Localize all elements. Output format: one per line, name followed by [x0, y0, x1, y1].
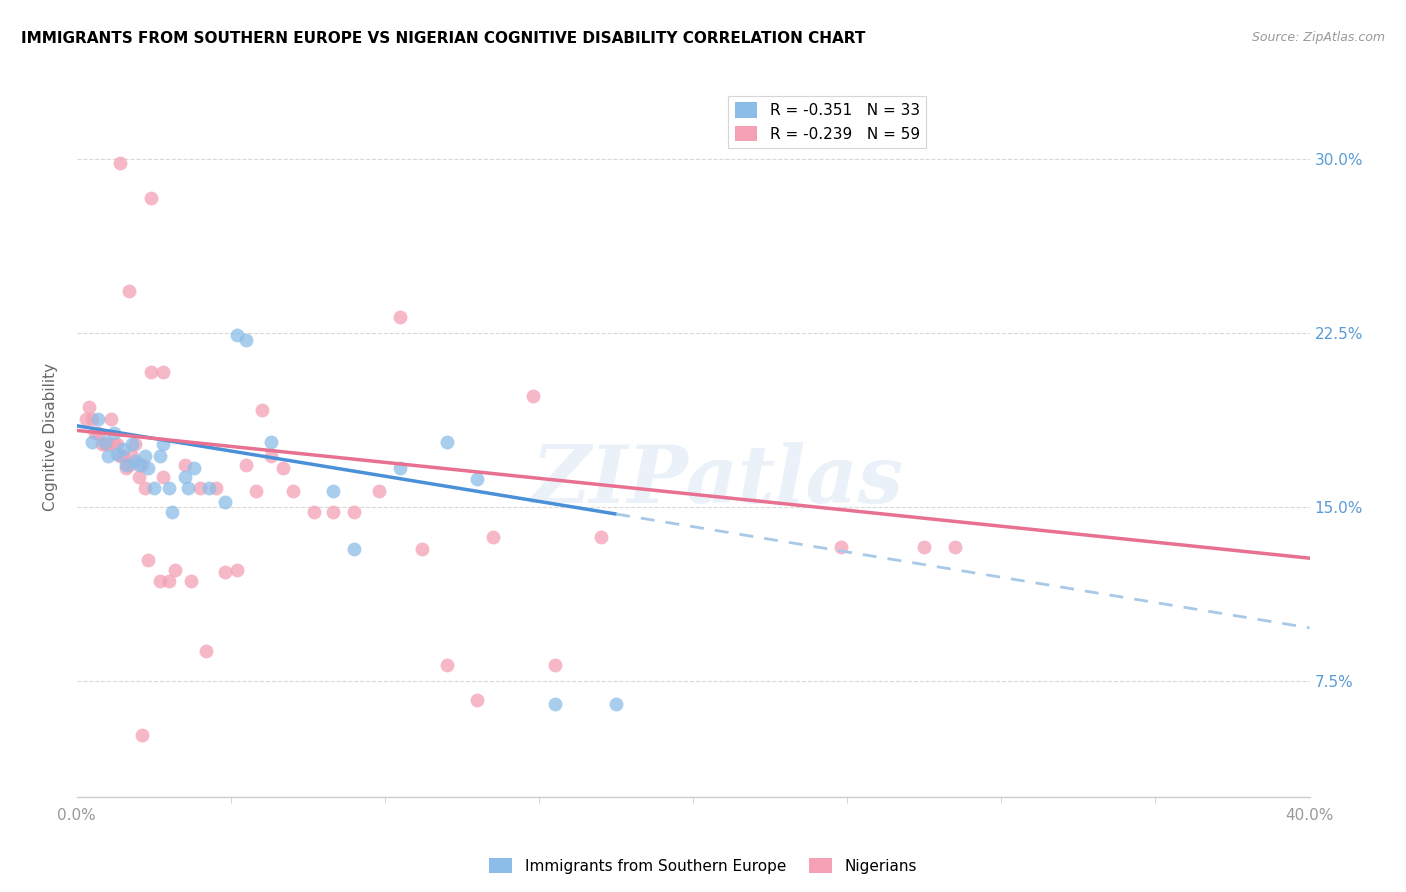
Point [273, 460, 295, 475]
Point [250, 402, 273, 417]
Text: Source: ZipAtlas.com: Source: ZipAtlas.com [1251, 31, 1385, 45]
Point [467, 472, 489, 486]
Point [103, 425, 125, 440]
Point [103, 437, 125, 451]
Text: IMMIGRANTS FROM SOUTHERN EUROPE VS NIGERIAN COGNITIVE DISABILITY CORRELATION CHA: IMMIGRANTS FROM SOUTHERN EUROPE VS NIGER… [21, 31, 866, 46]
Point [121, 449, 143, 463]
Point [912, 540, 935, 554]
Point [183, 460, 205, 475]
Point [97, 449, 120, 463]
Point [198, 482, 221, 496]
Point [142, 482, 165, 496]
Point [134, 482, 156, 496]
Point [177, 482, 200, 496]
Point [105, 447, 128, 461]
Point [830, 540, 852, 554]
Point [322, 505, 344, 519]
Point [322, 483, 344, 498]
Y-axis label: Cognitive Disability: Cognitive Disability [44, 363, 58, 511]
Point [139, 365, 162, 379]
Point [943, 540, 966, 554]
Point [411, 541, 433, 556]
Point [77, 401, 100, 415]
Point [108, 449, 131, 463]
Point [522, 389, 544, 403]
Point [118, 284, 141, 298]
Point [260, 435, 283, 450]
Point [149, 449, 172, 463]
Point [112, 449, 135, 463]
Point [124, 453, 146, 467]
Point [173, 458, 195, 473]
Point [157, 574, 180, 589]
Point [245, 483, 267, 498]
Point [82, 412, 104, 426]
Point [134, 449, 156, 463]
Point [589, 530, 612, 544]
Point [112, 442, 135, 456]
Point [162, 505, 184, 519]
Point [131, 458, 153, 473]
Point [389, 460, 412, 475]
Point [152, 437, 174, 451]
Point [281, 483, 304, 498]
Point [482, 530, 505, 544]
Point [84, 425, 107, 440]
Point [115, 458, 138, 473]
Point [93, 437, 115, 451]
Point [75, 412, 97, 426]
Point [235, 333, 257, 347]
Point [131, 728, 153, 742]
Point [343, 505, 366, 519]
Point [97, 437, 120, 451]
Point [128, 470, 150, 484]
Point [165, 563, 187, 577]
Point [157, 482, 180, 496]
Text: ZIPatlas: ZIPatlas [531, 442, 904, 519]
Point [87, 412, 110, 426]
Point [302, 505, 325, 519]
Point [118, 458, 141, 473]
Point [90, 437, 112, 451]
Point [367, 483, 389, 498]
Point [605, 698, 627, 712]
Point [436, 658, 458, 673]
Point [124, 437, 146, 451]
Point [152, 470, 174, 484]
Point [436, 435, 458, 450]
Point [226, 563, 249, 577]
Point [108, 156, 131, 170]
Point [543, 658, 565, 673]
Point [180, 574, 202, 589]
Point [235, 458, 257, 473]
Point [128, 458, 150, 473]
Point [100, 412, 122, 426]
Point [87, 425, 110, 440]
Point [214, 565, 236, 579]
Point [214, 495, 236, 509]
Point [173, 470, 195, 484]
Point [149, 574, 172, 589]
Point [389, 310, 412, 324]
Point [226, 328, 249, 343]
Point [121, 437, 143, 451]
Point [467, 693, 489, 707]
Point [82, 435, 104, 450]
Point [260, 449, 283, 463]
Point [195, 644, 218, 658]
Point [343, 541, 366, 556]
Point [152, 365, 174, 379]
Point [93, 435, 115, 450]
Legend: R = -0.351   N = 33, R = -0.239   N = 59: R = -0.351 N = 33, R = -0.239 N = 59 [728, 95, 927, 148]
Point [204, 482, 226, 496]
Point [136, 460, 159, 475]
Point [105, 437, 128, 451]
Point [136, 553, 159, 567]
Point [188, 482, 211, 496]
Point [139, 191, 162, 205]
Point [115, 460, 138, 475]
Legend: Immigrants from Southern Europe, Nigerians: Immigrants from Southern Europe, Nigeria… [484, 852, 922, 880]
Point [543, 698, 565, 712]
